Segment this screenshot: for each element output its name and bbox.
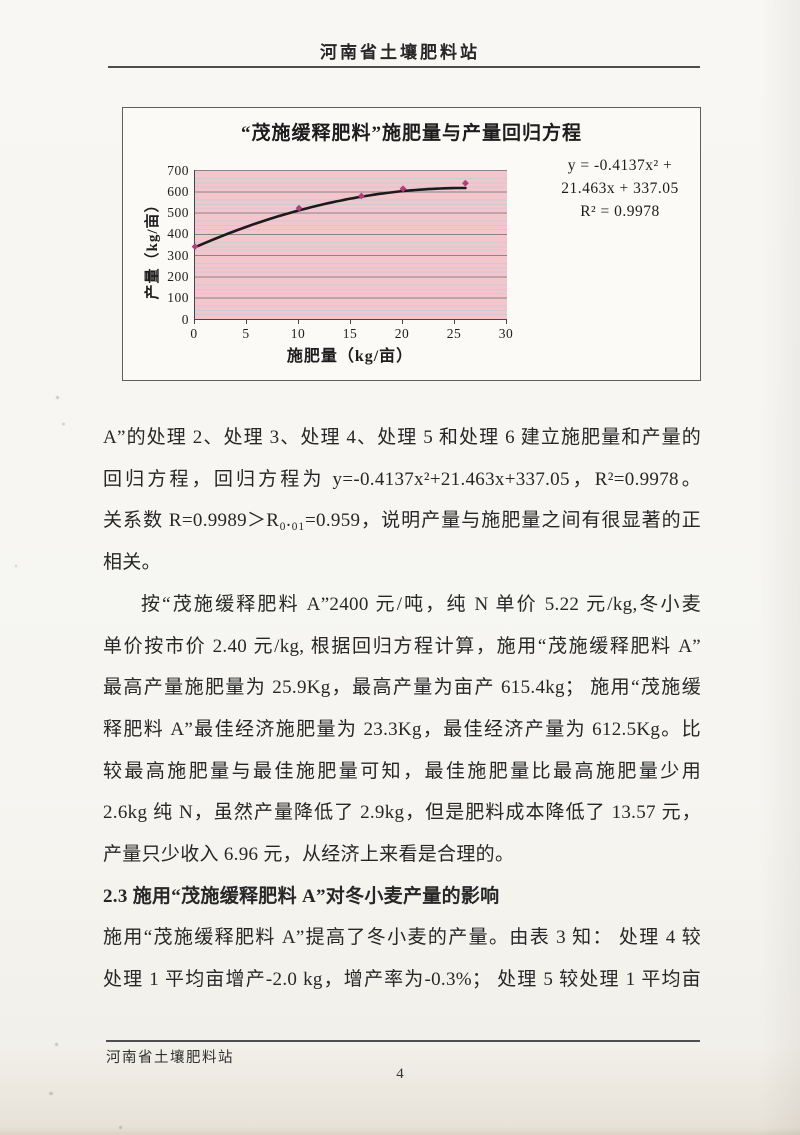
scan-speck [55,1043,58,1046]
scan-speck [49,1092,53,1095]
y-tick-label: 500 [167,205,189,221]
x-tick-mark [350,320,351,324]
footer-rule [106,1040,700,1042]
scan-speck [15,565,17,567]
text-line: 2.6kg 纯 N，虽然产量降低了 2.9kg，但是肥料成本降低了 13.57 … [103,802,701,824]
x-tick-mark [298,320,299,324]
x-tick-mark [454,320,455,324]
y-tick-label: 700 [167,162,189,178]
x-tick-label: 10 [290,326,306,341]
text-line: 施用“茂施缓释肥料 A”提高了冬小麦的产量。由表 3 知： 处理 4 较 [103,927,701,949]
regression-chart: “茂施缓释肥料”施肥量与产量回归方程 产量（kg/亩） 700 600 500 400… [122,107,701,381]
scan-speck [119,1126,122,1129]
text-line: 产量只少收入 6.96 元，从经济上来看是合理的。 [103,844,515,865]
x-tick-mark [402,320,403,324]
text-line: 处理 1 平均亩增产-2.0 kg，增产率为-0.3%； 处理 5 较处理 1 … [103,969,701,991]
page-number: 4 [396,1066,404,1082]
x-tick-label: 5 [242,326,250,341]
equation-line: R² = 0.9978 [580,203,660,220]
text-line: 释肥料 A”最佳经济施肥量为 23.3Kg，最佳经济产量为 612.5Kg。比 [103,718,701,740]
scan-speck [56,396,59,399]
text-line: 回归方程，回归方程为 y=-0.4137x²+21.463x+337.05，R²… [103,468,701,490]
scan-speck [62,423,65,425]
text-line: A”的处理 2、处理 3、处理 4、处理 5 和处理 6 建立施肥量和产量的 [103,427,701,448]
page-header-title: 河南省土壤肥料站 [320,43,480,62]
text-line: 相关。 [103,552,161,574]
section-heading: 2.3 施用“茂施缓释肥料 A”对冬小麦产量的影响 [103,885,500,907]
data-point [191,243,199,251]
x-axis-title: 施肥量（kg/亩） [286,348,414,365]
x-tick-mark [194,320,195,324]
x-tick-label: 0 [190,326,198,341]
data-point [358,192,365,200]
text-line: 关系数 R=0.9989＞R₀.₀₁=0.959，说明产量与施肥量之间有很显著的… [103,510,701,532]
x-tick-label: 20 [394,326,410,341]
y-tick-label: 300 [167,247,189,263]
y-tick-label: 0 [181,311,189,327]
plot-area [191,170,507,320]
plot-svg [191,179,469,251]
y-tick-label: 100 [167,290,189,306]
chart-title: “茂施缓释肥料”施肥量与产量回归方程 [240,123,582,144]
text-line: 单价按市价 2.40 元/kg, 根据回归方程计算，施用“茂施缓释肥料 A” [103,635,701,657]
y-tick-label: 200 [167,268,189,284]
trendline-equation: y = -0.4137x² + 21.463x + 337.05 R² = 0.… [531,154,709,223]
text-line: 较最高施肥量与最佳施肥量可知，最佳施肥量比最高施肥量少用 [103,760,701,782]
x-tick-mark [246,320,247,324]
data-point [462,179,469,187]
trendline-curve [193,186,467,249]
x-tick-label: 15 [342,326,358,341]
text-line: 按“茂施缓释肥料 A”2400 元/吨，纯 N 单价 5.22 元/kg,冬小麦 [141,593,701,615]
y-tick-label: 400 [167,226,189,242]
text-line: 最高产量施肥量为 25.9Kg，最高产量为亩产 615.4kg； 施用“茂施缓 [103,677,701,699]
x-tick-mark [506,320,507,324]
y-tick-label: 600 [167,183,189,199]
header-rule [108,66,700,68]
x-tick-label: 30 [498,326,514,341]
x-tick-label: 25 [446,326,462,341]
equation-line: y = -0.4137x² + [567,157,673,174]
page-footer-org: 河南省土壤肥料站 [106,1050,234,1066]
equation-line: 21.463x + 337.05 [561,180,679,197]
